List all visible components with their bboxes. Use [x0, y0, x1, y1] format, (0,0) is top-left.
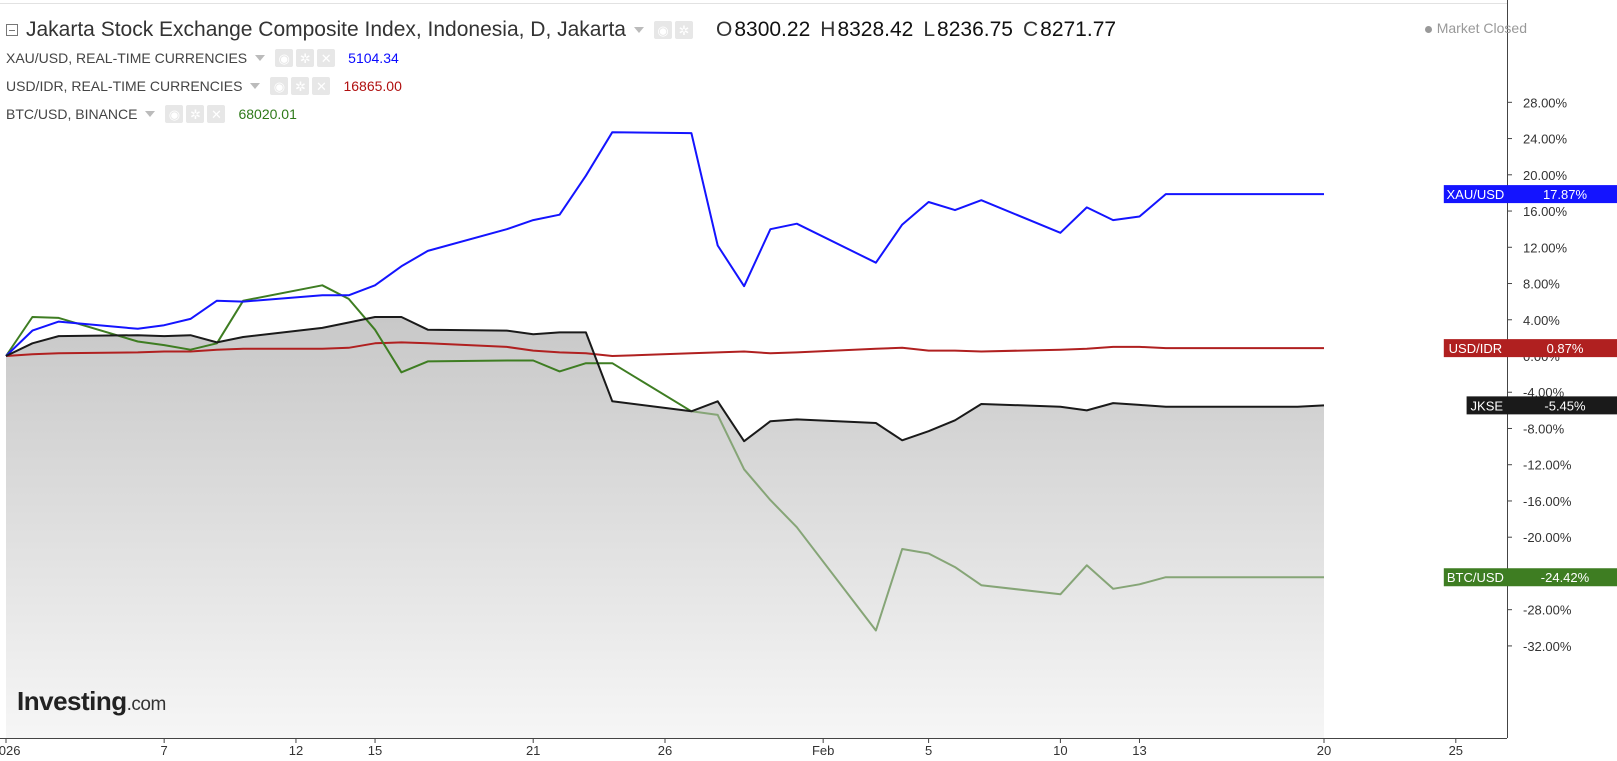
x-tick-label: 5	[925, 743, 932, 758]
market-status: Market Closed	[1424, 20, 1527, 36]
investing-logo: Investing.com	[17, 686, 166, 717]
series-controls: ◉ ✲ ✕	[165, 105, 228, 123]
close-value: 8271.77	[1040, 18, 1117, 41]
xauusd-badge-name-bg	[1443, 185, 1507, 204]
x-tick-label: 12	[289, 743, 303, 758]
open-value: 8300.22	[734, 18, 811, 41]
eye-icon[interactable]: ◉	[654, 21, 672, 39]
x-tick-label: 15	[368, 743, 382, 758]
chart-title: Jakarta Stock Exchange Composite Index, …	[26, 18, 626, 41]
low-value: 8236.75	[937, 18, 1013, 41]
legend-value: 68020.01	[238, 106, 297, 122]
chevron-down-icon[interactable]	[634, 27, 644, 33]
y-tick-label: 8.00%	[1523, 277, 1560, 292]
y-tick-label: -32.00%	[1523, 639, 1572, 654]
x-tick-label: 21	[526, 743, 540, 758]
collapse-icon[interactable]	[6, 24, 18, 36]
eye-icon[interactable]: ◉	[165, 105, 184, 123]
xauusd-badge-name: XAU/USD	[1447, 187, 1505, 202]
y-tick-label: 16.00%	[1523, 204, 1568, 219]
jkse-badge-name: JKSE	[1471, 398, 1504, 413]
chevron-down-icon[interactable]	[145, 111, 156, 117]
usdidr-badge-name: USD/IDR	[1449, 341, 1502, 356]
xauusd-line	[5, 131, 1324, 357]
chart-header: Jakarta Stock Exchange Composite Index, …	[6, 18, 1116, 42]
x-tick-label: 13	[1132, 743, 1146, 758]
y-tick-label: 28.00%	[1523, 95, 1568, 110]
x-tick-label: 10	[1053, 743, 1067, 758]
y-tick-label: -28.00%	[1523, 603, 1572, 618]
gear-icon[interactable]: ✲	[675, 21, 693, 39]
legend-item-usdidr[interactable]: USD/IDR, REAL-TIME CURRENCIES ◉ ✲ ✕ 1686…	[6, 77, 402, 95]
close-icon[interactable]: ✕	[207, 105, 226, 123]
btcusd-line	[5, 284, 692, 413]
close-icon[interactable]: ✕	[312, 77, 331, 95]
series-controls: ◉ ✲ ✕	[270, 77, 333, 95]
y-tick-label: -12.00%	[1523, 458, 1572, 473]
gear-icon[interactable]: ✲	[186, 105, 205, 123]
high-label: H	[820, 18, 836, 41]
series-controls: ◉ ✲	[654, 21, 696, 39]
gear-icon[interactable]: ✲	[291, 77, 310, 95]
x-tick-label: 20	[1317, 743, 1331, 758]
close-label: C	[1022, 18, 1039, 41]
market-status-label: Market Closed	[1436, 20, 1527, 36]
x-tick-label: 2026	[0, 743, 20, 758]
status-dot-icon	[1424, 25, 1432, 33]
legend-name: USD/IDR, REAL-TIME CURRENCIES	[6, 78, 243, 94]
open-label: O	[716, 18, 733, 41]
x-tick-label: 26	[658, 743, 672, 758]
jkse-area	[6, 317, 1324, 738]
legend-name: XAU/USD, REAL-TIME CURRENCIES	[6, 50, 248, 66]
usdidr-badge-value: 0.87%	[1547, 341, 1584, 356]
logo-brand: Investing	[17, 686, 127, 716]
y-tick-label: -20.00%	[1523, 530, 1572, 545]
chevron-down-icon[interactable]	[250, 83, 261, 89]
usdidr-line	[5, 341, 1324, 357]
x-tick-label: Feb	[812, 743, 834, 758]
jkse-badge-value: -5.45%	[1544, 398, 1586, 413]
y-tick-label: 24.00%	[1523, 132, 1568, 147]
x-tick-label: 25	[1449, 743, 1463, 758]
eye-icon[interactable]: ◉	[270, 77, 289, 95]
btcusd-line-faded	[691, 410, 1324, 632]
y-tick-label: -8.00%	[1523, 421, 1565, 436]
usdidr-badge-name-bg	[1443, 339, 1507, 358]
legend-value: 16865.00	[343, 78, 402, 94]
btcusd-badge-value-bg	[1507, 568, 1617, 587]
y-tick-label: 20.00%	[1523, 168, 1568, 183]
btcusd-badge-name: BTC/USD	[1447, 570, 1504, 585]
legend-name: BTC/USD, BINANCE	[6, 106, 138, 122]
btcusd-badge-name-bg	[1443, 568, 1507, 587]
jkse-badge-value-bg	[1507, 396, 1617, 415]
y-tick-label: 4.00%	[1523, 313, 1560, 328]
xauusd-badge-value-bg	[1507, 185, 1617, 204]
series-controls: ◉ ✲ ✕	[275, 49, 338, 67]
legend-item-xau[interactable]: XAU/USD, REAL-TIME CURRENCIES ◉ ✲ ✕ 5104…	[6, 49, 399, 67]
gear-icon[interactable]: ✲	[296, 49, 315, 67]
usdidr-badge-value-bg	[1507, 339, 1617, 358]
x-tick-label: 7	[161, 743, 168, 758]
high-value: 8328.42	[837, 18, 914, 41]
low-label: L	[923, 18, 936, 41]
y-tick-label: 12.00%	[1523, 240, 1568, 255]
xauusd-badge-value: 17.87%	[1543, 187, 1588, 202]
jkse-badge-name-bg	[1466, 396, 1507, 415]
jkse-line	[5, 316, 1325, 443]
legend-value: 5104.34	[348, 50, 399, 66]
logo-suffix: .com	[126, 694, 167, 715]
eye-icon[interactable]: ◉	[275, 49, 294, 67]
btcusd-badge-value: -24.42%	[1541, 570, 1590, 585]
close-icon[interactable]: ✕	[317, 49, 336, 67]
y-tick-label: -16.00%	[1523, 494, 1572, 509]
chevron-down-icon[interactable]	[255, 55, 266, 61]
legend-item-btc[interactable]: BTC/USD, BINANCE ◉ ✲ ✕ 68020.01	[6, 105, 297, 123]
